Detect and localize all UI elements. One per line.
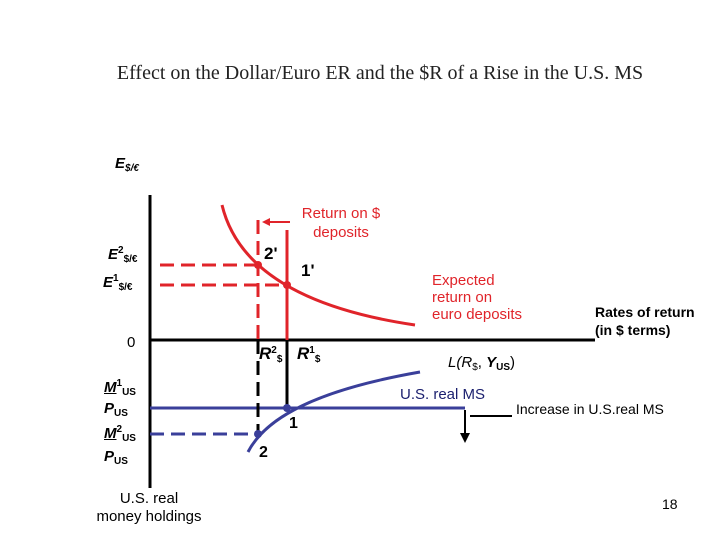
e1-main: E	[103, 274, 114, 291]
p1-sub: US	[114, 408, 128, 419]
p2-label: PUS	[104, 448, 128, 467]
origin-label: 0	[127, 334, 136, 351]
m1-label: M1US	[104, 378, 136, 398]
e2-sub: $/€	[123, 254, 138, 265]
l-r-sub: $	[472, 362, 478, 373]
slide-number: 18	[662, 496, 678, 512]
r2-main: R	[259, 344, 272, 363]
money-axis-label: U.S. real money holdings	[84, 490, 214, 526]
e2-sup: 2	[118, 245, 124, 256]
l-pre: L(	[448, 354, 462, 371]
return-dollar-line-1-text: Return on $	[301, 205, 381, 222]
m2-main: M	[104, 425, 117, 442]
m1-main: M	[104, 379, 117, 396]
rates-return-line-2: (in $ terms)	[595, 322, 671, 338]
expected-euro-line-1: Expected	[432, 272, 495, 289]
expected-euro-return-curve	[220, 204, 416, 327]
point-2-marker	[254, 430, 262, 438]
l-r: R	[461, 354, 473, 371]
p1-main: P	[104, 400, 115, 417]
e1-label: E1$/€	[103, 273, 132, 293]
r1-main: R	[297, 344, 310, 363]
l-y: Y	[486, 354, 497, 371]
m1-sup: 1	[116, 378, 123, 389]
expected-euro-line-2: return on	[432, 289, 493, 306]
point-1-label: 1	[289, 415, 298, 432]
point-2-label: 2	[259, 444, 268, 461]
money-axis-line-1: U.S. real	[119, 490, 179, 507]
return-dollar-line-2-text: deposits	[313, 224, 369, 241]
m2-label: M2US	[104, 424, 136, 444]
point-1-prime-marker	[283, 281, 291, 289]
r2-label: R2$	[259, 344, 282, 365]
r1-label: R1$	[297, 344, 320, 365]
p2-main: P	[104, 448, 115, 465]
l-post: )	[510, 354, 516, 371]
e-axis-label: E$/€	[115, 155, 139, 174]
point-2-prime-label: 2'	[264, 244, 278, 263]
slide-title: Effect on the Dollar/Euro ER and the $R …	[116, 62, 644, 84]
m2-sup: 2	[116, 424, 123, 435]
r2-sup: 2	[271, 345, 277, 356]
r2-sub: $	[276, 354, 283, 365]
e-axis-sub: $/€	[125, 163, 139, 174]
increase-ms-label: Increase in U.S.real MS	[516, 401, 664, 417]
e2-label: E2$/€	[108, 245, 137, 265]
l-mid: ,	[477, 354, 487, 371]
point-1-prime-label: 1'	[301, 261, 315, 280]
expected-euro-label: Expected return on euro deposits	[432, 272, 522, 323]
m2-sub: US	[122, 433, 136, 444]
e1-sub: $/€	[118, 282, 133, 293]
r1-sup: 1	[309, 345, 315, 356]
money-axis-line-2: money holdings	[96, 508, 202, 525]
return-dollar-label: Return on $ deposits	[288, 204, 394, 242]
expected-euro-line-3: euro deposits	[432, 306, 523, 323]
money-demand-label: L(R$, YUS)	[448, 354, 515, 373]
e-axis-main: E	[115, 155, 126, 172]
p2-sub: US	[114, 456, 128, 467]
m1-sub: US	[122, 387, 136, 398]
rates-of-return-label: Rates of return (in $ terms)	[595, 303, 695, 339]
rates-return-line-1: Rates of return	[595, 304, 695, 320]
point-2-prime-marker	[254, 261, 262, 269]
l-y-sub: US	[496, 362, 511, 373]
money-demand-curve	[246, 370, 421, 453]
us-real-ms-label: U.S. real MS	[400, 386, 486, 403]
e1-sup: 1	[113, 273, 119, 284]
r1-sub: $	[314, 354, 321, 365]
e2-main: E	[108, 246, 119, 263]
p1-label: PUS	[104, 400, 128, 419]
point-1-marker	[283, 404, 291, 412]
